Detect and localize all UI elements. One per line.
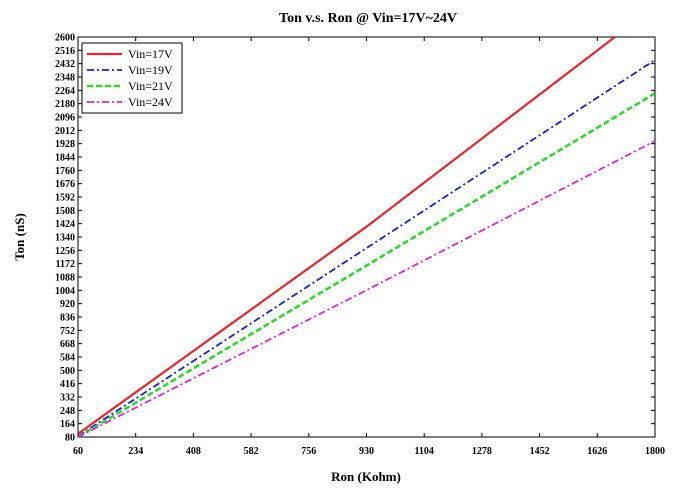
x-tick-label: 1626 xyxy=(587,446,607,457)
y-tick-label: 2348 xyxy=(55,73,75,84)
x-tick-label: 1800 xyxy=(645,446,665,457)
y-tick-label: 2516 xyxy=(55,46,75,57)
y-tick-label: 1760 xyxy=(55,166,75,177)
y-axis: 80 164 248 332 416 500 584 668 752 836 920 1004 1088… xyxy=(55,33,655,444)
x-tick-label: 1278 xyxy=(472,446,492,457)
y-tick-label: 1844 xyxy=(55,153,75,164)
series-lines xyxy=(78,37,655,437)
y-tick-label: 1508 xyxy=(55,206,75,217)
y-tick-label: 836 xyxy=(60,313,75,324)
y-tick-label: 752 xyxy=(60,326,75,337)
legend-label: Vin=21V xyxy=(128,79,173,93)
y-tick-label: 1676 xyxy=(55,179,75,190)
x-tick-label: 756 xyxy=(301,446,316,457)
x-tick-label: 930 xyxy=(359,446,374,457)
y-tick-label: 584 xyxy=(60,353,75,364)
y-tick-label: 80 xyxy=(65,433,75,444)
legend-label: Vin=17V xyxy=(128,47,173,61)
y-tick-label: 1088 xyxy=(55,273,75,284)
x-tick-label: 582 xyxy=(244,446,259,457)
y-tick-label: 332 xyxy=(60,393,75,404)
y-tick-label: 2012 xyxy=(55,126,75,137)
series-line-3 xyxy=(78,92,655,437)
y-tick-label: 1928 xyxy=(55,139,75,150)
y-tick-label: 2180 xyxy=(55,99,75,110)
x-axis-label: Ron (Kohm) xyxy=(331,469,401,484)
chart-title: Ton v.s. Ron @ Vin=17V~24V xyxy=(279,11,457,26)
y-tick-label: 164 xyxy=(60,419,75,430)
legend-label: Vin=19V xyxy=(128,63,173,77)
y-tick-label: 1424 xyxy=(55,219,75,230)
x-axis: 60 234 408 582 756 930 1104 1278 1452 1626 1800 xyxy=(73,37,665,457)
y-tick-label: 416 xyxy=(60,379,75,390)
y-tick-label: 668 xyxy=(60,339,75,350)
y-tick-label: 248 xyxy=(60,406,75,417)
x-tick-label: 234 xyxy=(128,446,143,457)
y-tick-label: 1340 xyxy=(55,233,75,244)
legend-label: Vin=24V xyxy=(128,95,173,109)
series-line-1 xyxy=(78,37,616,435)
y-tick-label: 1256 xyxy=(55,246,75,257)
series-line-4 xyxy=(78,140,655,437)
x-tick-label: 408 xyxy=(186,446,201,457)
y-tick-label: 2096 xyxy=(55,113,75,124)
y-tick-label: 500 xyxy=(60,366,75,377)
legend: Vin=17V Vin=19V Vin=21V Vin=24V xyxy=(81,42,183,114)
y-tick-label: 1592 xyxy=(55,193,75,204)
x-tick-label: 60 xyxy=(73,446,83,457)
x-tick-label: 1452 xyxy=(530,446,550,457)
y-tick-label: 2432 xyxy=(55,59,75,70)
x-tick-label: 1104 xyxy=(414,446,433,457)
y-tick-label: 920 xyxy=(60,299,75,310)
y-tick-label: 1004 xyxy=(55,286,75,297)
series-line-2 xyxy=(78,59,655,437)
y-axis-label: Ton (nS) xyxy=(12,213,27,261)
y-tick-label: 2264 xyxy=(55,86,75,97)
y-tick-label: 2600 xyxy=(55,33,75,44)
y-tick-label: 1172 xyxy=(56,259,75,270)
